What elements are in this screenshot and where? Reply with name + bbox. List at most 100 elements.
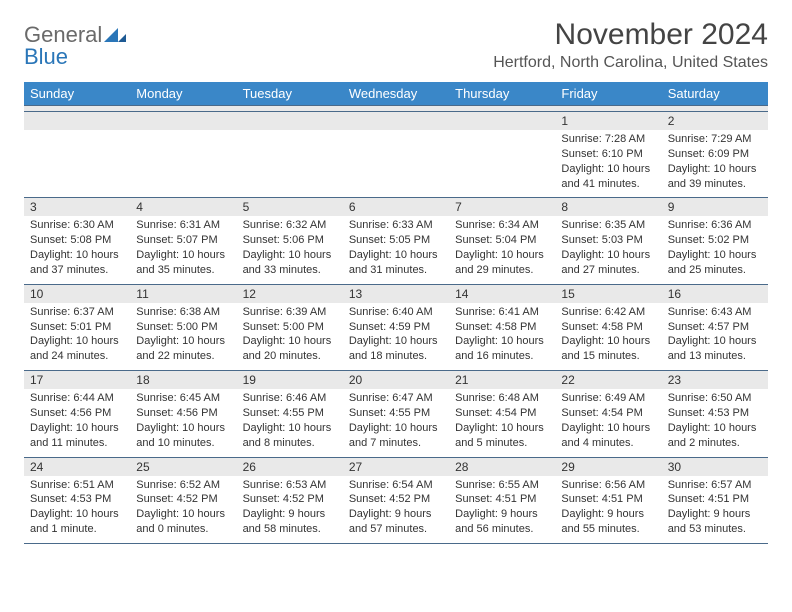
day-body: Sunrise: 6:54 AMSunset: 4:52 PMDaylight:…	[343, 476, 449, 543]
sunset-text: Sunset: 5:07 PM	[136, 233, 230, 248]
day-number: 16	[662, 285, 768, 303]
sunrise-text: Sunrise: 6:40 AM	[349, 305, 443, 320]
calendar-week-row: 10Sunrise: 6:37 AMSunset: 5:01 PMDayligh…	[24, 284, 768, 370]
day-body: Sunrise: 6:44 AMSunset: 4:56 PMDaylight:…	[24, 389, 130, 456]
calendar-day-cell: 22Sunrise: 6:49 AMSunset: 4:54 PMDayligh…	[555, 371, 661, 457]
calendar-day-cell: 26Sunrise: 6:53 AMSunset: 4:52 PMDayligh…	[237, 457, 343, 543]
logo-text: General Blue	[24, 24, 126, 68]
day-number	[449, 112, 555, 130]
day-number: 24	[24, 458, 130, 476]
daylight-text: Daylight: 10 hours and 10 minutes.	[136, 421, 230, 451]
page-title: November 2024	[493, 18, 768, 52]
sunset-text: Sunset: 5:01 PM	[30, 320, 124, 335]
day-body: Sunrise: 6:49 AMSunset: 4:54 PMDaylight:…	[555, 389, 661, 456]
title-block: November 2024 Hertford, North Carolina, …	[493, 18, 768, 72]
day-body: Sunrise: 6:39 AMSunset: 5:00 PMDaylight:…	[237, 303, 343, 370]
day-number: 13	[343, 285, 449, 303]
day-number: 12	[237, 285, 343, 303]
day-number: 23	[662, 371, 768, 389]
day-number: 28	[449, 458, 555, 476]
sunrise-text: Sunrise: 6:41 AM	[455, 305, 549, 320]
calendar-day-cell: 18Sunrise: 6:45 AMSunset: 4:56 PMDayligh…	[130, 371, 236, 457]
sunset-text: Sunset: 5:03 PM	[561, 233, 655, 248]
calendar-day-cell: 27Sunrise: 6:54 AMSunset: 4:52 PMDayligh…	[343, 457, 449, 543]
sunset-text: Sunset: 4:51 PM	[668, 492, 762, 507]
day-number: 30	[662, 458, 768, 476]
sunrise-text: Sunrise: 6:57 AM	[668, 478, 762, 493]
sunset-text: Sunset: 4:51 PM	[561, 492, 655, 507]
daylight-text: Daylight: 10 hours and 37 minutes.	[30, 248, 124, 278]
weekday-header: Thursday	[449, 82, 555, 106]
sunrise-text: Sunrise: 6:50 AM	[668, 391, 762, 406]
day-body	[130, 130, 236, 188]
sunrise-text: Sunrise: 6:43 AM	[668, 305, 762, 320]
sunset-text: Sunset: 5:04 PM	[455, 233, 549, 248]
sunrise-text: Sunrise: 6:38 AM	[136, 305, 230, 320]
daylight-text: Daylight: 10 hours and 4 minutes.	[561, 421, 655, 451]
day-number: 3	[24, 198, 130, 216]
sunrise-text: Sunrise: 7:28 AM	[561, 132, 655, 147]
day-number: 18	[130, 371, 236, 389]
sunset-text: Sunset: 5:00 PM	[243, 320, 337, 335]
sunrise-text: Sunrise: 6:52 AM	[136, 478, 230, 493]
calendar-day-cell	[343, 112, 449, 198]
sunset-text: Sunset: 6:10 PM	[561, 147, 655, 162]
sunset-text: Sunset: 5:00 PM	[136, 320, 230, 335]
day-body: Sunrise: 6:36 AMSunset: 5:02 PMDaylight:…	[662, 216, 768, 283]
day-body: Sunrise: 6:51 AMSunset: 4:53 PMDaylight:…	[24, 476, 130, 543]
day-body: Sunrise: 6:45 AMSunset: 4:56 PMDaylight:…	[130, 389, 236, 456]
daylight-text: Daylight: 10 hours and 2 minutes.	[668, 421, 762, 451]
day-number: 10	[24, 285, 130, 303]
day-number: 11	[130, 285, 236, 303]
sunset-text: Sunset: 4:53 PM	[30, 492, 124, 507]
calendar-day-cell	[237, 112, 343, 198]
calendar-day-cell	[130, 112, 236, 198]
daylight-text: Daylight: 10 hours and 25 minutes.	[668, 248, 762, 278]
sunrise-text: Sunrise: 6:33 AM	[349, 218, 443, 233]
sunrise-text: Sunrise: 6:47 AM	[349, 391, 443, 406]
sunset-text: Sunset: 4:51 PM	[455, 492, 549, 507]
sunrise-text: Sunrise: 6:56 AM	[561, 478, 655, 493]
weekday-header: Sunday	[24, 82, 130, 106]
day-body	[343, 130, 449, 188]
header: General Blue November 2024 Hertford, Nor…	[24, 18, 768, 72]
day-body	[24, 130, 130, 188]
daylight-text: Daylight: 10 hours and 1 minute.	[30, 507, 124, 537]
calendar-week-row: 17Sunrise: 6:44 AMSunset: 4:56 PMDayligh…	[24, 371, 768, 457]
sunset-text: Sunset: 4:55 PM	[349, 406, 443, 421]
sunrise-text: Sunrise: 6:51 AM	[30, 478, 124, 493]
calendar-day-cell: 10Sunrise: 6:37 AMSunset: 5:01 PMDayligh…	[24, 284, 130, 370]
calendar-day-cell: 11Sunrise: 6:38 AMSunset: 5:00 PMDayligh…	[130, 284, 236, 370]
weekday-header: Monday	[130, 82, 236, 106]
day-number: 22	[555, 371, 661, 389]
day-number: 19	[237, 371, 343, 389]
day-number: 21	[449, 371, 555, 389]
calendar-day-cell: 13Sunrise: 6:40 AMSunset: 4:59 PMDayligh…	[343, 284, 449, 370]
day-number: 27	[343, 458, 449, 476]
logo-text-blue: Blue	[24, 44, 68, 69]
day-body: Sunrise: 6:56 AMSunset: 4:51 PMDaylight:…	[555, 476, 661, 543]
day-number: 20	[343, 371, 449, 389]
weekday-header: Friday	[555, 82, 661, 106]
sunrise-text: Sunrise: 6:54 AM	[349, 478, 443, 493]
sunrise-text: Sunrise: 6:34 AM	[455, 218, 549, 233]
calendar-week-row: 24Sunrise: 6:51 AMSunset: 4:53 PMDayligh…	[24, 457, 768, 543]
calendar-day-cell: 24Sunrise: 6:51 AMSunset: 4:53 PMDayligh…	[24, 457, 130, 543]
day-body: Sunrise: 6:57 AMSunset: 4:51 PMDaylight:…	[662, 476, 768, 543]
calendar-day-cell: 15Sunrise: 6:42 AMSunset: 4:58 PMDayligh…	[555, 284, 661, 370]
sunset-text: Sunset: 5:05 PM	[349, 233, 443, 248]
calendar-week-row: 1Sunrise: 7:28 AMSunset: 6:10 PMDaylight…	[24, 112, 768, 198]
day-number: 14	[449, 285, 555, 303]
weekday-header: Saturday	[662, 82, 768, 106]
sunrise-text: Sunrise: 6:42 AM	[561, 305, 655, 320]
calendar-day-cell	[24, 112, 130, 198]
logo: General Blue	[24, 18, 126, 68]
sunrise-text: Sunrise: 6:35 AM	[561, 218, 655, 233]
daylight-text: Daylight: 10 hours and 0 minutes.	[136, 507, 230, 537]
daylight-text: Daylight: 9 hours and 58 minutes.	[243, 507, 337, 537]
day-body: Sunrise: 7:28 AMSunset: 6:10 PMDaylight:…	[555, 130, 661, 197]
day-body: Sunrise: 6:40 AMSunset: 4:59 PMDaylight:…	[343, 303, 449, 370]
sunset-text: Sunset: 6:09 PM	[668, 147, 762, 162]
sunset-text: Sunset: 4:58 PM	[561, 320, 655, 335]
sunrise-text: Sunrise: 6:55 AM	[455, 478, 549, 493]
